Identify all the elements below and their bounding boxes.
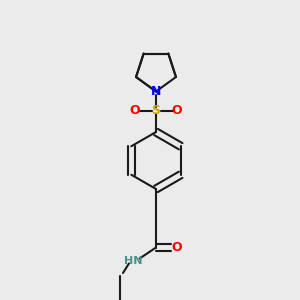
Text: O: O [172,104,182,118]
Text: HN: HN [124,256,143,266]
Text: S: S [152,104,160,118]
Text: O: O [171,241,182,254]
Text: N: N [151,85,161,98]
Text: O: O [130,104,140,118]
